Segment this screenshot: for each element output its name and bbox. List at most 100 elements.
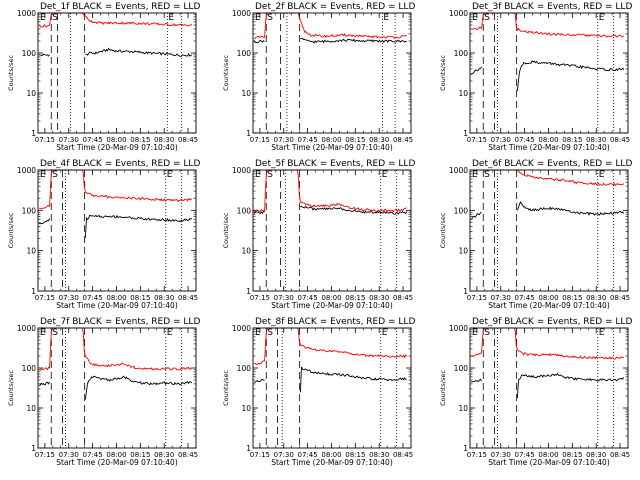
- x-tick-label: 08:30: [154, 136, 174, 144]
- x-tick-label: 08:30: [586, 451, 606, 459]
- y-axis-label: Counts/sec: [439, 212, 447, 248]
- plot-frame: [252, 12, 412, 134]
- x-tick-label: 08:30: [369, 136, 389, 144]
- marker-label: E: [167, 170, 173, 180]
- y-tick-label: 1: [31, 444, 36, 453]
- x-axis-label: Start Time (20-Mar-09 07:10:40): [488, 301, 610, 310]
- y-axis-label: Counts/sec: [7, 212, 15, 248]
- x-tick-label: 07:30: [491, 136, 511, 144]
- x-tick-label: 07:45: [515, 136, 535, 144]
- panel-title: Det_8f BLACK = Events, RED = LLD: [255, 317, 415, 327]
- y-tick-label: 1000: [449, 9, 468, 18]
- panel-det-5f: Det_5f BLACK = Events, RED = LLD Counts/s…: [222, 159, 415, 310]
- x-tick-label: 08:00: [106, 451, 126, 459]
- series-line-events: [470, 60, 625, 91]
- y-tick-label: 10: [241, 404, 251, 413]
- x-tick-label: 08:15: [345, 294, 365, 302]
- y-tick-label: 1000: [232, 9, 251, 18]
- y-tick-label: 1000: [449, 166, 468, 175]
- y-tick-label: 1: [246, 287, 251, 296]
- y-axis-label: Counts/sec: [439, 55, 447, 91]
- x-tick-label: 07:30: [274, 136, 294, 144]
- x-tick-label: 08:45: [393, 451, 413, 459]
- x-tick-label: 07:15: [35, 294, 55, 302]
- plot-frame: [252, 169, 412, 292]
- y-tick-label: 1: [31, 129, 36, 138]
- x-tick-label: 07:15: [467, 294, 487, 302]
- y-tick-label: 10: [26, 404, 36, 413]
- x-tick-label: 08:30: [369, 451, 389, 459]
- x-tick-label: 07:45: [298, 451, 318, 459]
- y-tick-label: 1: [246, 444, 251, 453]
- x-tick-label: 08:00: [321, 451, 341, 459]
- x-tick-label: 08:00: [538, 136, 558, 144]
- marker-label: E: [599, 328, 605, 338]
- y-tick-label: 1: [463, 287, 468, 296]
- x-tick-label: 08:00: [106, 136, 126, 144]
- x-tick-label: 08:00: [538, 294, 558, 302]
- y-tick-label: 100: [22, 49, 37, 58]
- x-tick-label: 08:15: [345, 451, 365, 459]
- x-tick-label: 08:45: [610, 136, 630, 144]
- y-tick-label: 100: [454, 364, 469, 373]
- y-axis-label: Counts/sec: [222, 55, 230, 91]
- x-tick-label: 08:30: [154, 451, 174, 459]
- x-tick-label: 08:15: [130, 451, 150, 459]
- plot-frame: [37, 12, 197, 134]
- x-tick-label: 08:00: [538, 451, 558, 459]
- x-tick-label: 07:45: [515, 294, 535, 302]
- x-tick-label: 08:45: [610, 451, 630, 459]
- x-tick-label: 07:30: [59, 294, 79, 302]
- marker-label: S: [267, 13, 273, 23]
- marker-label: E: [167, 328, 173, 338]
- x-tick-label: 08:45: [393, 294, 413, 302]
- x-axis-label: Start Time (20-Mar-09 07:10:40): [56, 301, 178, 310]
- x-axis-label: Start Time (20-Mar-09 07:10:40): [488, 458, 610, 467]
- plot-frame: [469, 169, 629, 292]
- x-axis-label: Start Time (20-Mar-09 07:10:40): [271, 458, 393, 467]
- x-tick-label: 08:15: [562, 294, 582, 302]
- panel-det-4f: Det_4f BLACK = Events, RED = LLD Counts/s…: [7, 159, 200, 310]
- x-axis-label: Start Time (20-Mar-09 07:10:40): [56, 143, 178, 152]
- y-tick-label: 1000: [449, 324, 468, 333]
- marker-label: S: [484, 170, 490, 180]
- x-tick-label: 08:45: [178, 451, 198, 459]
- x-tick-label: 08:30: [369, 294, 389, 302]
- series-line-events: [253, 37, 407, 44]
- y-tick-label: 10: [26, 247, 36, 256]
- series-line-events: [254, 366, 407, 393]
- marker-label: E: [40, 170, 46, 180]
- y-tick-label: 10: [241, 247, 251, 256]
- y-tick-label: 100: [237, 364, 252, 373]
- x-tick-label: 07:30: [491, 451, 511, 459]
- series-line-events: [38, 375, 193, 400]
- y-tick-label: 10: [458, 247, 468, 256]
- x-tick-label: 07:30: [59, 451, 79, 459]
- x-tick-label: 08:00: [321, 294, 341, 302]
- x-tick-label: 07:30: [274, 294, 294, 302]
- x-tick-label: 07:45: [83, 451, 103, 459]
- x-tick-label: 07:30: [274, 451, 294, 459]
- x-tick-label: 08:15: [562, 451, 582, 459]
- marker-label: S: [484, 13, 490, 23]
- x-tick-label: 07:15: [467, 136, 487, 144]
- panel-title: Det_2f BLACK = Events, RED = LLD: [255, 2, 415, 12]
- series-line-events: [471, 372, 625, 399]
- y-axis-label: Counts/sec: [7, 370, 15, 406]
- x-tick-label: 07:30: [59, 136, 79, 144]
- panel-det-2f: Det_2f BLACK = Events, RED = LLD Counts/s…: [222, 2, 415, 152]
- y-tick-label: 1000: [17, 9, 36, 18]
- panel-title: Det_1f BLACK = Events, RED = LLD: [40, 2, 200, 12]
- y-tick-label: 1000: [232, 166, 251, 175]
- marker-label: E: [382, 170, 388, 180]
- marker-label: E: [383, 13, 389, 23]
- panel-det-9f: Det_9f BLACK = Events, RED = LLD Counts/s…: [439, 317, 632, 467]
- plot-frame: [469, 327, 629, 449]
- panel-det-8f: Det_8f BLACK = Events, RED = LLD Counts/s…: [222, 317, 415, 467]
- x-tick-label: 08:30: [586, 294, 606, 302]
- x-tick-label: 07:45: [83, 136, 103, 144]
- y-tick-label: 1000: [17, 324, 36, 333]
- x-tick-label: 08:00: [106, 294, 126, 302]
- x-tick-label: 08:30: [586, 136, 606, 144]
